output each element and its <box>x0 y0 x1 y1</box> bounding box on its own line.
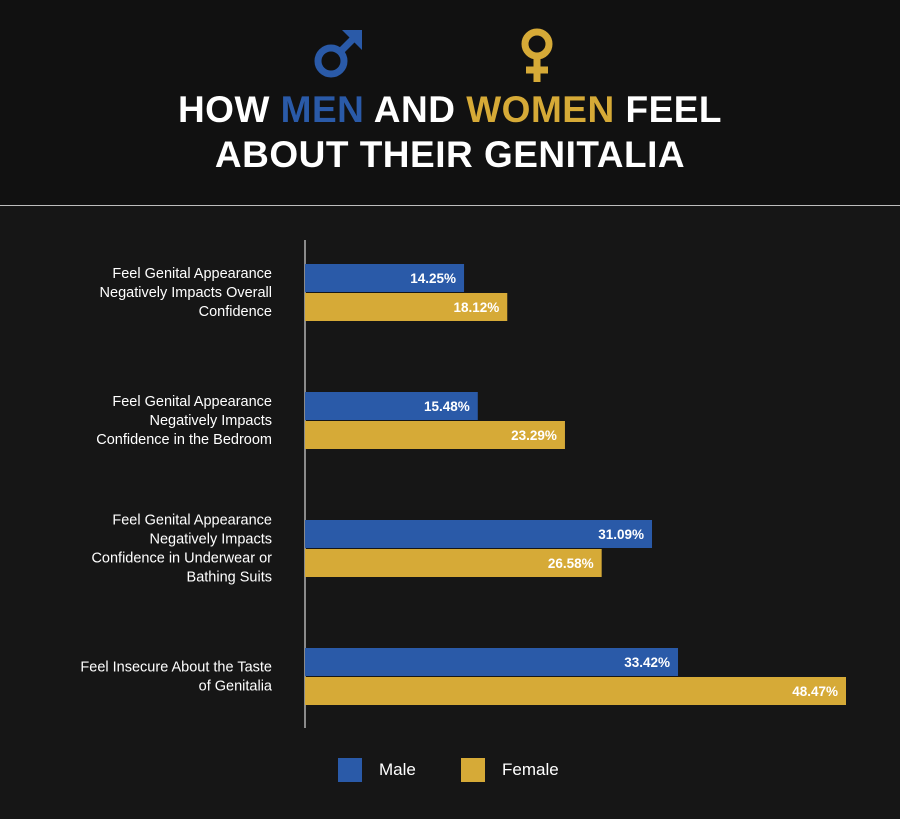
data-label-female: 18.12% <box>453 300 499 315</box>
data-label-male: 15.48% <box>424 399 470 414</box>
bar-male <box>305 520 653 548</box>
header-divider <box>0 205 900 206</box>
bar-female <box>305 293 508 321</box>
title-men: MEN <box>280 89 365 130</box>
header-banner <box>0 0 900 205</box>
bar-chart: Feel Genital Appearance Negatively Impact… <box>80 240 846 728</box>
data-label-male: 14.25% <box>410 271 456 286</box>
legend-swatch-male <box>338 758 362 782</box>
category-label: Feel Genital Appearance Negatively Impact… <box>100 266 272 320</box>
chart-title-line-2: ABOUT THEIR GENITALIA <box>214 134 686 175</box>
male-symbol-icon <box>314 30 362 78</box>
bar-male <box>305 392 478 420</box>
title-women: WOMEN <box>466 89 615 130</box>
category-label: Feel Insecure About the Taste of Genitali… <box>80 660 273 695</box>
data-label-female: 23.29% <box>511 428 557 443</box>
bar-female <box>305 549 602 577</box>
legend-label-male: Male <box>379 760 416 779</box>
bar-male <box>305 264 465 292</box>
female-symbol-icon <box>521 28 553 82</box>
category-label: Feel Genital Appearance Negatively Impact… <box>96 394 272 448</box>
category-label: Feel Genital Appearance Negatively Impact… <box>91 513 272 586</box>
bar-female <box>305 677 846 705</box>
bar-female <box>305 421 565 449</box>
legend-item-female: Female <box>461 757 559 783</box>
data-label-male: 31.09% <box>598 527 644 542</box>
bar-male <box>305 648 679 676</box>
data-label-female: 26.58% <box>548 556 594 571</box>
legend-swatch-female <box>461 758 485 782</box>
data-label-female: 48.47% <box>792 684 838 699</box>
chart-title-line-1: HOW MEN AND WOMEN FEEL <box>177 89 723 130</box>
legend-label-female: Female <box>502 760 559 779</box>
data-label-male: 33.42% <box>624 655 670 670</box>
legend-item-male: Male <box>338 757 416 783</box>
